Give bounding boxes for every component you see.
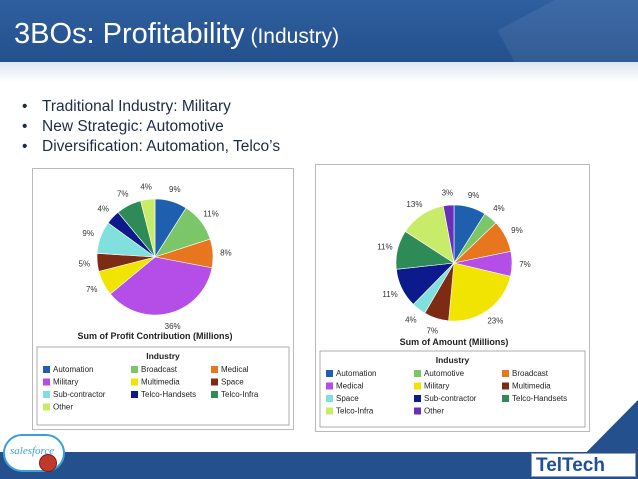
legend-label-space: Space	[336, 394, 359, 403]
slice-label-automation: 9%	[468, 191, 480, 200]
pie-slice-military	[448, 262, 511, 322]
legend-swatch-broadcast	[502, 370, 509, 377]
legend-label-broadcast: Broadcast	[512, 369, 549, 378]
slice-label-telco-infra: 7%	[117, 190, 129, 199]
slice-label-space: 4%	[405, 315, 417, 324]
legend-label-multimedia: Multimedia	[141, 378, 180, 387]
slide-title-sub: (Industry)	[250, 25, 340, 48]
legend-swatch-other	[414, 407, 421, 415]
slide-title: 3BOs: Profitability (Industry)	[14, 18, 339, 51]
legend-swatch-automation	[43, 366, 50, 373]
legend-swatch-telco-handsets	[502, 395, 509, 402]
legend-label-medical: Medical	[221, 365, 249, 374]
legend-swatch-automation	[326, 370, 333, 377]
title-bar: 3BOs: Profitability (Industry)	[0, 0, 638, 62]
profit-chart-panel: 9% 11% 8% 36% 7% 5% 9% 4% 7% 4% Sum of Profit Cont…	[32, 168, 294, 430]
teltech-logo-text: TelTech	[536, 455, 605, 476]
legend-label-multimedia: Multimedia	[512, 382, 551, 391]
legend-label-automotive: Automotive	[424, 369, 465, 378]
bullet-dot: •	[22, 138, 28, 155]
slice-label-other: 3%	[442, 188, 454, 197]
bullet-text: Diversification: Automation, Telco’s	[42, 138, 281, 155]
pie-slice-other	[140, 198, 156, 258]
slice-label-telco-handsets: 11%	[377, 243, 392, 252]
bullet-item: • Traditional Industry: Military	[22, 97, 280, 117]
bullet-list: • Traditional Industry: Military • New Str…	[22, 97, 280, 157]
slice-label-telco-handsets: 4%	[97, 204, 109, 213]
slice-label-other: 4%	[140, 183, 152, 192]
slice-label-military: 23%	[487, 317, 503, 326]
legend-title: Industry	[436, 355, 470, 365]
legend-swatch-broadcast	[131, 366, 138, 373]
legend-swatch-military	[414, 382, 421, 390]
bullet-text: New Strategic: Automotive	[42, 118, 224, 135]
bullet-text: Traditional Industry: Military	[42, 98, 231, 115]
legend-swatch-telco-handsets	[131, 391, 138, 398]
legend-label-telco-handsets: Telco-Handsets	[141, 390, 196, 399]
chart-title: Sum of Profit Contribution (Millions)	[78, 331, 233, 341]
legend-swatch-medical	[211, 366, 218, 373]
slice-label-telco-infra: 13%	[406, 200, 422, 209]
legend-box	[319, 350, 586, 428]
legend-label-sub-contractor: Sub-contractor	[424, 394, 477, 403]
legend-label-other: Other	[53, 403, 73, 412]
pie-slice-other	[442, 204, 455, 264]
slice-label-space: 5%	[79, 260, 91, 269]
pie-slice-military	[109, 256, 213, 316]
bullet-item: • New Strategic: Automotive	[22, 117, 280, 137]
legend-label-sub-contractor: Sub-contractor	[53, 390, 106, 399]
legend-swatch-medical	[326, 382, 333, 390]
amount-chart-panel: 9% 4% 9% 7% 23% 7% 4% 11% 11% 13% 3% Sum of Amount …	[315, 164, 590, 432]
teltech-logo: TelTech	[531, 453, 636, 477]
legend-box	[36, 346, 290, 426]
legend-swatch-sub-contractor	[414, 395, 421, 402]
title-decoration	[497, 0, 638, 62]
salesforce-logo: salesforce	[3, 430, 67, 476]
slice-label-sub-contractor: 11%	[382, 290, 397, 299]
legend-swatch-other	[43, 403, 50, 411]
legend-label-telco-infra: Telco-Infra	[336, 407, 374, 416]
bullet-dot: •	[22, 118, 28, 135]
legend-label-telco-handsets: Telco-Handsets	[512, 394, 567, 403]
legend-label-automation: Automation	[53, 365, 93, 374]
chart-title: Sum of Amount (Millions)	[400, 337, 509, 347]
slice-label-military: 36%	[165, 322, 181, 331]
legend-title: Industry	[146, 351, 180, 361]
bullet-dot: •	[22, 98, 28, 115]
legend-swatch-sub-contractor	[43, 391, 50, 398]
slice-label-automation: 9%	[169, 185, 181, 194]
bullet-item: • Diversification: Automation, Telco’s	[22, 137, 280, 157]
legend-swatch-telco-infra	[211, 391, 218, 398]
profit-pie-chart: 9% 11% 8% 36% 7% 5% 9% 4% 7% 4% Sum of Profit Cont…	[36, 183, 290, 426]
legend-label-other: Other	[424, 407, 444, 416]
legend-swatch-multimedia	[502, 382, 509, 390]
amount-pie-chart: 9% 4% 9% 7% 23% 7% 4% 11% 11% 13% 3% Sum of Amount …	[319, 188, 586, 428]
slice-label-broadcast: 9%	[511, 226, 523, 235]
legend-swatch-automotive	[414, 370, 421, 377]
legend-label-military: Military	[424, 382, 449, 391]
slice-label-sub-contractor: 9%	[82, 229, 94, 238]
slide-title-main: 3BOs: Profitability	[14, 18, 245, 50]
legend-label-broadcast: Broadcast	[141, 365, 178, 374]
legend-swatch-telco-infra	[326, 407, 333, 415]
slice-label-medical: 8%	[220, 249, 232, 258]
legend-label-telco-infra: Telco-Infra	[221, 390, 259, 399]
legend-label-medical: Medical	[336, 382, 364, 391]
legend-label-automation: Automation	[336, 369, 376, 378]
legend-label-military: Military	[53, 378, 78, 387]
legend-swatch-space	[326, 395, 333, 402]
slice-label-broadcast: 11%	[203, 209, 218, 218]
title-underline	[0, 62, 638, 82]
legend-swatch-space	[211, 378, 218, 386]
slice-label-automotive: 4%	[493, 204, 505, 213]
legend-swatch-military	[43, 378, 50, 386]
slice-label-multimedia: 7%	[426, 327, 438, 336]
slice-label-multimedia: 7%	[86, 285, 98, 294]
seal-icon	[39, 454, 57, 472]
legend-label-space: Space	[221, 378, 244, 387]
slice-label-medical: 7%	[519, 260, 531, 269]
legend-swatch-multimedia	[131, 378, 138, 386]
